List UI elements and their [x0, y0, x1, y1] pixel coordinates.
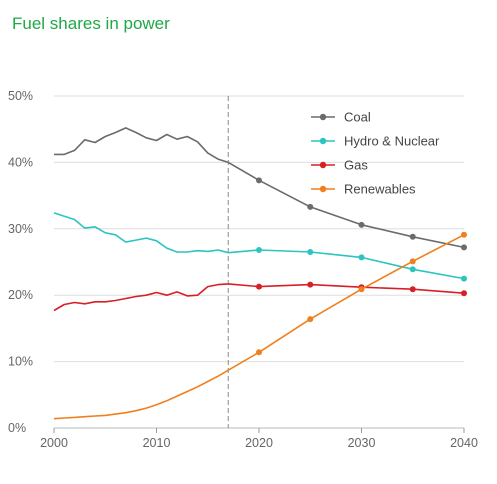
x-tick-label: 2000 — [40, 436, 68, 450]
data-point — [461, 290, 467, 297]
data-point — [358, 254, 365, 261]
data-point — [307, 316, 314, 323]
legend-label: Coal — [344, 110, 371, 125]
series-line-history — [53, 283, 229, 312]
data-point — [358, 286, 365, 293]
data-point — [461, 231, 467, 238]
data-point — [256, 349, 262, 356]
y-tick-label: 0% — [8, 421, 26, 435]
legend-swatch-dot — [319, 113, 327, 121]
data-point — [307, 281, 314, 288]
y-tick-label: 30% — [8, 222, 33, 236]
data-point — [358, 221, 365, 228]
legend: Coal Hydro & Nuclear Gas Renewables — [311, 110, 440, 197]
data-point — [256, 177, 262, 184]
series-line-projection — [227, 234, 465, 371]
x-tick-label: 2040 — [450, 436, 478, 450]
legend-label: Hydro & Nuclear — [344, 134, 440, 149]
data-point — [409, 266, 416, 273]
data-point — [307, 249, 314, 256]
legend-swatch-dot — [319, 137, 327, 145]
data-point — [307, 203, 314, 210]
series-line-projection — [228, 283, 465, 294]
y-tick-label: 20% — [8, 288, 33, 302]
chart-title: Fuel shares in power — [12, 14, 170, 33]
y-tick-label: 50% — [8, 89, 33, 103]
data-point — [409, 233, 416, 240]
series-line-history — [54, 127, 229, 164]
data-point — [461, 244, 467, 251]
x-tick-label: 2010 — [143, 436, 171, 450]
legend-label: Gas — [344, 158, 368, 173]
data-point — [409, 258, 416, 265]
legend-swatch-dot — [319, 161, 327, 169]
y-tick-label: 10% — [8, 355, 33, 369]
axes: 0% 10% 20% 30% 40% 50% 2000 2010 2020 2030 2040 — [8, 89, 478, 450]
x-tick-label: 2020 — [245, 436, 273, 450]
series-lines — [53, 127, 467, 420]
series-line-projection — [227, 161, 465, 249]
legend-swatch-dot — [319, 185, 327, 193]
data-point — [256, 247, 262, 254]
series-line-history — [53, 212, 229, 254]
data-point — [409, 286, 416, 293]
y-tick-label: 40% — [8, 155, 33, 169]
x-tick-label: 2030 — [348, 436, 376, 450]
series-line-history — [53, 369, 229, 420]
data-point — [461, 275, 467, 282]
legend-label: Renewables — [344, 182, 416, 197]
data-point — [256, 283, 262, 290]
series-line-projection — [228, 249, 465, 280]
